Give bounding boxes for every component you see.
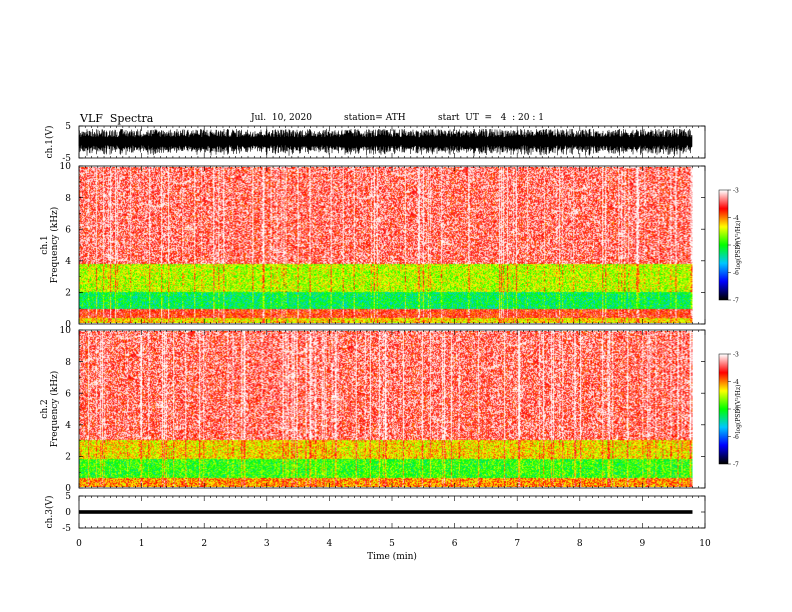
ch1-waveform-trace (78, 128, 693, 157)
ch2-frequency-axis-label: Frequency (kHz) (49, 371, 60, 448)
ch2-colorbar-label: log(PSD)(V²/Hz) (735, 385, 742, 434)
ch2-colorbar-gradient (719, 354, 728, 464)
ch2-spectrogram-image (79, 331, 693, 487)
ch3-waveform-tick-label: 5 (65, 492, 71, 502)
ch3-waveform-trace (79, 510, 693, 514)
ch1-colorbar-tick-label: -5 (733, 243, 739, 250)
ch2-frequency-tick-label: 8 (65, 358, 71, 368)
ch1-frequency-axis-label: ch.1 (40, 235, 50, 254)
ch2-colorbar-tick-label: -3 (733, 352, 739, 359)
x-tick-label: 1 (139, 539, 145, 549)
ch1-colorbar-label: log(PSD)(V²/Hz) (735, 221, 742, 270)
start-time-label: start UT = 4 : 20 : 1 (438, 113, 544, 123)
x-tick-label: 9 (640, 539, 646, 549)
ch1-colorbar-gradient (719, 190, 728, 300)
x-axis-label: Time (min) (367, 551, 417, 562)
ch1-frequency-tick-label: 4 (65, 257, 71, 267)
ch1-colorbar-tick-label: -4 (733, 215, 739, 222)
ch1-colorbar-tick-label: -7 (733, 298, 739, 305)
ch1-spectrogram-image (79, 167, 693, 323)
ch2-frequency-tick-label: 0 (65, 484, 71, 494)
ch3-waveform-tick-label: 0 (65, 508, 71, 518)
x-tick-label: 8 (577, 539, 583, 549)
ch1-frequency-tick-label: 2 (65, 289, 71, 299)
x-tick-label: 3 (264, 539, 270, 549)
ch3-waveform-tick-label: -5 (62, 524, 71, 534)
ch1-waveform-axis-label: ch.1(V) (44, 126, 55, 159)
x-tick-label: 5 (389, 539, 395, 549)
ch1-colorbar-tick-label: -3 (733, 188, 739, 195)
x-tick-label: 6 (452, 539, 458, 549)
x-tick-label: 4 (327, 539, 333, 549)
ch2-frequency-tick-label: 10 (60, 326, 72, 336)
date-label: Jul. 10, 2020 (251, 113, 312, 123)
x-tick-label: 10 (699, 539, 711, 549)
ch2-frequency-axis-label: ch.2 (40, 399, 50, 418)
line-layer (78, 125, 731, 529)
chart-title: VLF Spectra (80, 112, 154, 125)
ch2-colorbar-tick-label: -5 (733, 407, 739, 414)
image-layer (79, 167, 728, 487)
x-tick-label: 0 (76, 539, 82, 549)
ch1-frequency-tick-label: 10 (60, 162, 72, 172)
ch2-colorbar-tick-label: -7 (733, 462, 739, 469)
ch2-frequency-tick-label: 6 (65, 389, 71, 399)
ch1-frequency-tick-label: 0 (65, 320, 71, 330)
ch1-colorbar-tick-label: -6 (733, 270, 739, 277)
ch1-frequency-tick-label: 8 (65, 194, 71, 204)
x-tick-label: 7 (514, 539, 520, 549)
ch1-waveform-tick-label: 5 (65, 122, 71, 132)
station-label: station= ATH (344, 113, 406, 123)
ch2-frequency-tick-label: 2 (65, 453, 71, 463)
ch2-frequency-tick-label: 4 (65, 421, 71, 431)
ch1-frequency-tick-label: 6 (65, 225, 71, 235)
text-layer: 0 1 2 3 4 5 6 7 8 9 10 Time (min) 5 -5 ch.1(V) 0 2 4 6 8 10 c… (40, 122, 742, 562)
x-tick-label: 2 (201, 539, 207, 549)
ch2-colorbar-tick-label: -4 (733, 379, 739, 386)
ch3-waveform-axis-label: ch.3(V) (44, 496, 55, 529)
ch1-waveform-tick-label: -5 (62, 154, 71, 164)
ch1-frequency-axis-label: Frequency (kHz) (49, 207, 60, 284)
ch2-colorbar-tick-label: -6 (733, 434, 739, 441)
